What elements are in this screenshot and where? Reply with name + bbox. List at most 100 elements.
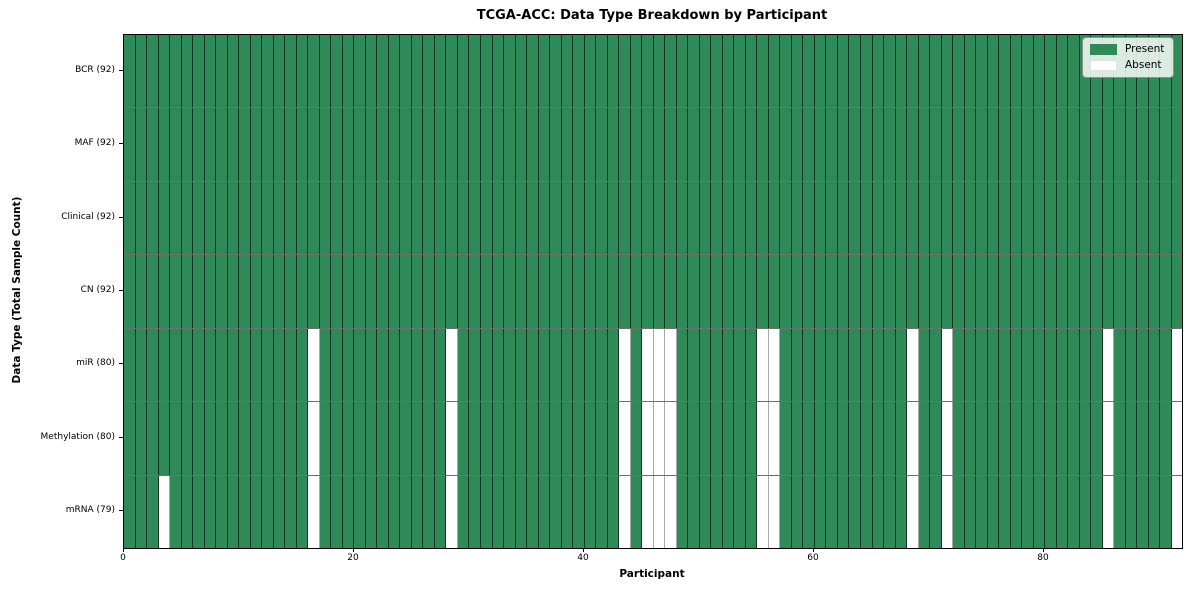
heatmap-cell	[665, 475, 677, 548]
heatmap-cell	[1045, 475, 1057, 548]
heatmap-cell	[676, 181, 689, 255]
heatmap-cell	[976, 181, 988, 255]
heatmap-cell	[527, 35, 539, 108]
heatmap-cell	[1091, 402, 1103, 475]
heatmap-cell	[814, 475, 827, 548]
y-tick-mark	[119, 363, 123, 365]
heatmap-cell	[884, 35, 896, 108]
heatmap-cell	[158, 255, 171, 328]
heatmap-cell	[665, 328, 677, 402]
heatmap-cell	[1160, 402, 1172, 475]
heatmap-cell	[607, 328, 620, 402]
heatmap-cell	[1102, 255, 1115, 328]
heatmap-cell	[1033, 108, 1046, 181]
heatmap-cell	[400, 255, 412, 328]
heatmap-cell	[216, 108, 228, 181]
heatmap-cell	[688, 255, 700, 328]
heatmap-cell	[607, 475, 620, 548]
heatmap-cell	[515, 108, 528, 181]
heatmap-cell	[688, 108, 700, 181]
heatmap-cell	[181, 328, 194, 402]
heatmap-cell	[1056, 328, 1069, 402]
heatmap-cell	[170, 108, 182, 181]
heatmap-cell	[480, 402, 493, 475]
heatmap-cell	[964, 181, 977, 255]
heatmap-cell	[216, 328, 228, 402]
y-tick-label: BCR (92)	[75, 65, 115, 76]
heatmap-cell	[227, 181, 240, 255]
heatmap-cell	[124, 181, 136, 255]
heatmap-cell	[780, 108, 792, 181]
heatmap-cell	[124, 35, 136, 108]
heatmap-cell	[711, 328, 723, 402]
heatmap-cell	[1137, 181, 1149, 255]
heatmap-cell	[803, 255, 815, 328]
heatmap-cell	[653, 181, 666, 255]
heatmap-cell	[745, 255, 758, 328]
heatmap-cell	[918, 108, 931, 181]
heatmap-cell	[124, 108, 136, 181]
heatmap-cell	[135, 35, 148, 108]
y-tick-mark	[119, 216, 123, 218]
heatmap-cell	[504, 328, 516, 402]
heatmap-row-MAF	[124, 108, 1183, 182]
heatmap-cell	[826, 402, 838, 475]
heatmap-cell	[550, 328, 562, 402]
heatmap-cell	[227, 35, 240, 108]
heatmap-cell	[745, 181, 758, 255]
heatmap-cell	[814, 402, 827, 475]
heatmap-cell	[768, 181, 781, 255]
heatmap-cell	[872, 402, 885, 475]
heatmap-cell	[193, 402, 205, 475]
heatmap-cell	[953, 475, 965, 548]
heatmap-cell	[400, 328, 412, 402]
x-tick-label: 0	[120, 553, 126, 563]
heatmap-cell	[653, 108, 666, 181]
heatmap-cell	[170, 181, 182, 255]
heatmap-cell	[814, 108, 827, 181]
heatmap-cell	[1045, 181, 1057, 255]
heatmap-row-CN	[124, 255, 1183, 329]
heatmap-cell	[1148, 255, 1161, 328]
x-tick-label: 80	[1037, 553, 1049, 563]
heatmap-cell	[987, 475, 1000, 548]
heatmap-cell	[653, 35, 666, 108]
heatmap-row-Methylation	[124, 402, 1183, 476]
heatmap-cell	[895, 255, 908, 328]
heatmap-cell	[745, 108, 758, 181]
heatmap-cell	[791, 475, 804, 548]
heatmap-cell	[538, 181, 551, 255]
heatmap-cell	[676, 255, 689, 328]
heatmap-cell	[573, 475, 585, 548]
heatmap-cell	[515, 402, 528, 475]
heatmap-cell	[665, 181, 677, 255]
heatmap-cell	[515, 181, 528, 255]
heatmap-cell	[504, 255, 516, 328]
heatmap-cell	[676, 475, 689, 548]
heatmap-cell	[538, 108, 551, 181]
heatmap-cell	[158, 181, 171, 255]
heatmap-cell	[1010, 35, 1023, 108]
heatmap-cell	[918, 35, 931, 108]
heatmap-cell	[354, 475, 366, 548]
heatmap-cell	[354, 328, 366, 402]
heatmap-cell	[757, 402, 769, 475]
heatmap-cell	[342, 402, 355, 475]
heatmap-cell	[480, 328, 493, 402]
heatmap-cell	[147, 35, 159, 108]
heatmap-cell	[722, 255, 735, 328]
heatmap-cell	[976, 108, 988, 181]
heatmap-cell	[181, 108, 194, 181]
heatmap-cell	[791, 402, 804, 475]
heatmap-cell	[630, 328, 643, 402]
heatmap-cell	[550, 402, 562, 475]
heatmap-cell	[619, 402, 631, 475]
heatmap-cell	[976, 402, 988, 475]
heatmap-cell	[918, 181, 931, 255]
heatmap-cell	[711, 475, 723, 548]
heatmap-cell	[550, 255, 562, 328]
heatmap-cell	[1091, 475, 1103, 548]
heatmap-cell	[377, 35, 389, 108]
heatmap-cell	[907, 328, 919, 402]
heatmap-cell	[711, 108, 723, 181]
